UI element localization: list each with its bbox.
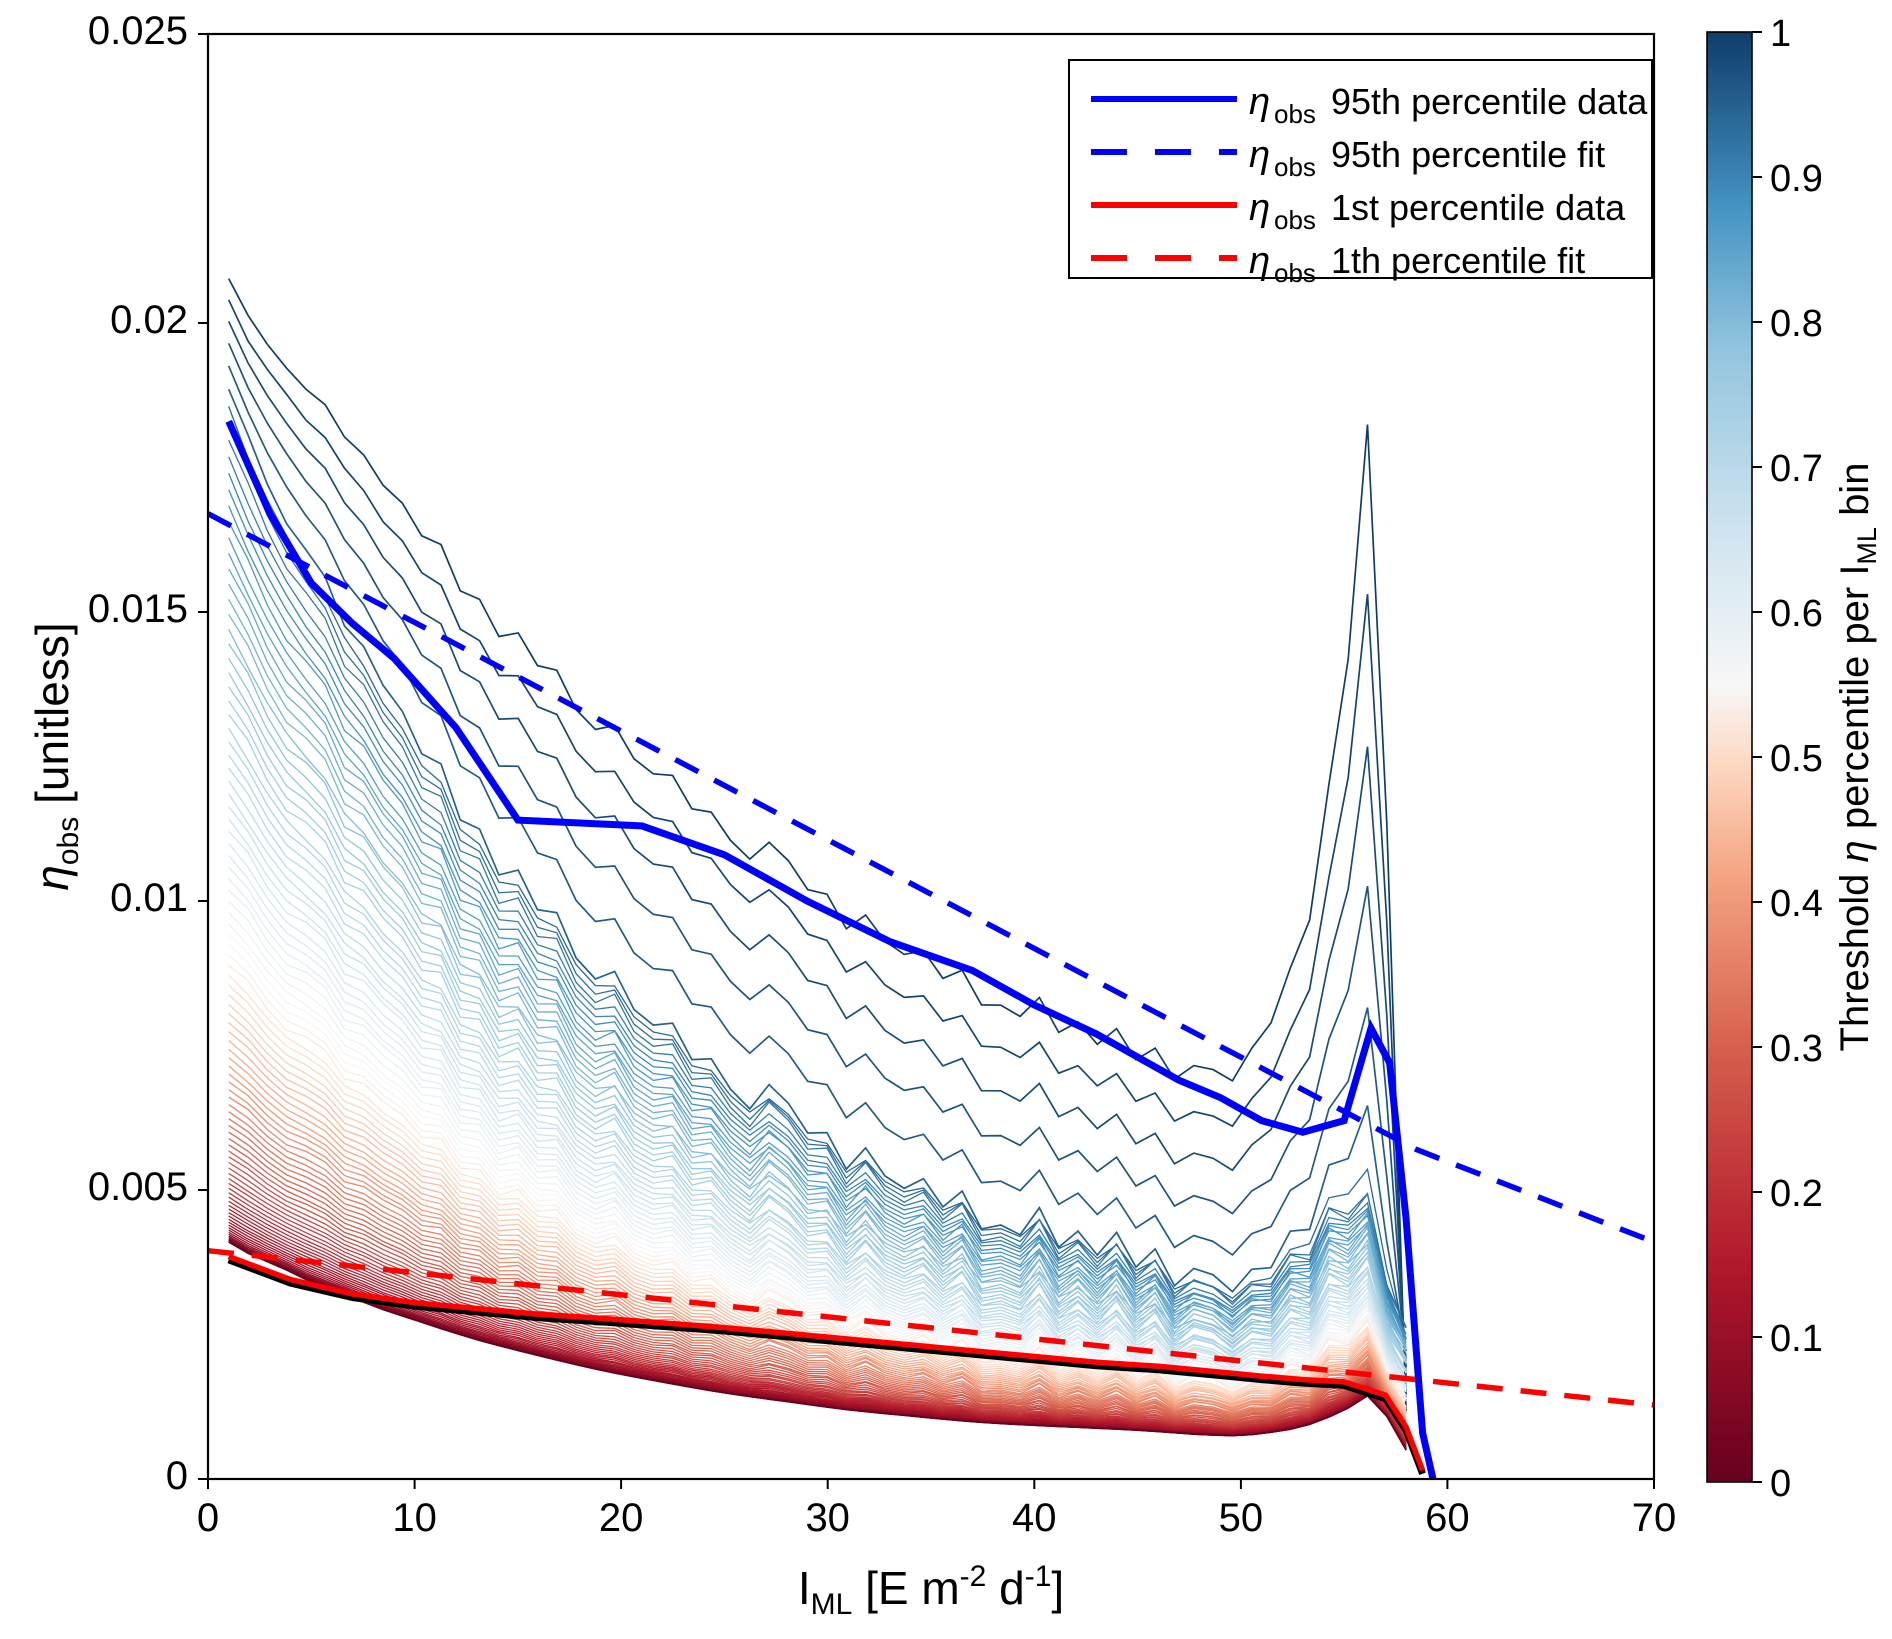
svg-text:0.1: 0.1 xyxy=(1770,1318,1823,1360)
svg-text:obs: obs xyxy=(1274,258,1316,288)
svg-text:0.8: 0.8 xyxy=(1770,303,1823,345)
svg-text:0: 0 xyxy=(166,1454,188,1498)
svg-text:η: η xyxy=(1249,240,1270,282)
svg-text:obs: obs xyxy=(1274,152,1316,182)
svg-text:0: 0 xyxy=(1770,1463,1791,1505)
svg-text:0.7: 0.7 xyxy=(1770,448,1823,490)
svg-text:0.005: 0.005 xyxy=(88,1165,188,1209)
svg-text:η: η xyxy=(1249,81,1270,123)
svg-text:0.9: 0.9 xyxy=(1770,158,1823,200)
svg-text:70: 70 xyxy=(1632,1496,1677,1540)
svg-text:20: 20 xyxy=(599,1496,644,1540)
svg-text:0.3: 0.3 xyxy=(1770,1028,1823,1070)
svg-text:0.2: 0.2 xyxy=(1770,1173,1823,1215)
svg-text:0.4: 0.4 xyxy=(1770,883,1823,925)
svg-text:η: η xyxy=(1249,187,1270,229)
svg-text:60: 60 xyxy=(1425,1496,1470,1540)
svg-text:0.6: 0.6 xyxy=(1770,593,1823,635)
svg-text:0.015: 0.015 xyxy=(88,587,188,631)
svg-text:10: 10 xyxy=(392,1496,437,1540)
svg-text:40: 40 xyxy=(1012,1496,1057,1540)
svg-text:obs: obs xyxy=(1274,99,1316,129)
svg-text:30: 30 xyxy=(805,1496,850,1540)
svg-text:1th percentile fit: 1th percentile fit xyxy=(1331,240,1585,281)
svg-text:0.01: 0.01 xyxy=(110,876,188,920)
svg-text:95th percentile data: 95th percentile data xyxy=(1331,81,1648,122)
svg-text:0.02: 0.02 xyxy=(110,298,188,342)
svg-text:0.025: 0.025 xyxy=(88,9,188,53)
svg-text:1: 1 xyxy=(1770,13,1791,55)
svg-text:1st percentile data: 1st percentile data xyxy=(1331,187,1626,228)
svg-text:0: 0 xyxy=(197,1496,219,1540)
svg-text:obs: obs xyxy=(1274,205,1316,235)
svg-text:95th percentile fit: 95th percentile fit xyxy=(1331,134,1605,175)
svg-text:η: η xyxy=(1249,134,1270,176)
svg-text:0.5: 0.5 xyxy=(1770,738,1823,780)
svg-text:50: 50 xyxy=(1219,1496,1264,1540)
